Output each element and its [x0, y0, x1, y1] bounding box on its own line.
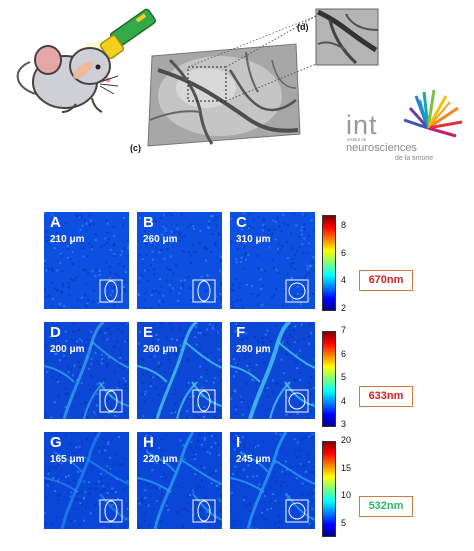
- image-panel-i: I 245 μm: [230, 432, 315, 529]
- panel-depth: 200 μm: [50, 344, 85, 355]
- colorbar-tick-label: 8: [341, 220, 347, 231]
- panel-depth: 220 μm: [143, 454, 178, 465]
- wavelength-label: 532nm: [359, 496, 413, 517]
- int-logo-icon: [403, 89, 463, 138]
- logo-institut-text: institut de: [347, 137, 367, 142]
- colorbar-tick-label: 4: [341, 395, 347, 406]
- colorbar: [322, 215, 336, 311]
- logo-timone-text: de la timone: [395, 155, 434, 162]
- colorbar-tick-label: 10: [341, 490, 352, 501]
- colorbar-tick-label: 3: [341, 419, 347, 429]
- panel-letter: E: [143, 324, 154, 341]
- colorbar-tick-label: 5: [341, 517, 347, 528]
- colorbar: [322, 441, 336, 537]
- logo-neuro-text: neurosciences: [346, 142, 417, 154]
- panel-depth: 280 μm: [236, 344, 271, 355]
- panel-letter: I: [236, 434, 241, 451]
- panel-letter: D: [50, 324, 61, 341]
- label-d: (d): [297, 22, 309, 32]
- image-panel-h: H 220 μm: [137, 432, 222, 529]
- colorbar-tick-label: 20: [341, 435, 352, 445]
- panel-depth: 260 μm: [143, 344, 178, 355]
- label-c: (c): [130, 143, 141, 153]
- image-panel-e: E 260 μm: [137, 322, 222, 419]
- top-illustration: [16, 8, 463, 147]
- panel-letter: G: [50, 434, 62, 451]
- colorbar-tick-label: 7: [341, 325, 347, 335]
- colorbar-tick-label: 6: [341, 247, 347, 258]
- colorbar-tick-label: 6: [341, 348, 347, 359]
- colorbar-tick-label: 15: [341, 462, 352, 473]
- panel-depth: 260 μm: [143, 234, 178, 245]
- colorbar-tick-label: 4: [341, 275, 347, 286]
- image-panel-c: C 310 μm: [230, 212, 315, 309]
- image-panel-d: D 200 μm: [44, 322, 129, 419]
- panel-letter: B: [143, 214, 154, 231]
- panel-letter: F: [236, 324, 246, 341]
- panel-depth: 310 μm: [236, 234, 271, 245]
- panel-depth: 165 μm: [50, 454, 85, 465]
- panel-letter: H: [143, 434, 154, 451]
- logo-int-text: int: [346, 110, 378, 140]
- image-panel-a: A 210 μm: [44, 212, 129, 309]
- wavelength-label: 670nm: [359, 270, 413, 291]
- colorbar-tick-label: 2: [341, 303, 347, 313]
- image-panel-b: B 260 μm: [137, 212, 222, 309]
- cortex-photo: [147, 15, 317, 147]
- mouse-illustration: [16, 45, 119, 113]
- panel-depth: 245 μm: [236, 454, 271, 465]
- panel-depth: 210 μm: [50, 234, 85, 245]
- colorbar: [322, 331, 336, 427]
- zoom-inset: [315, 8, 379, 66]
- wavelength-label: 633nm: [359, 386, 413, 407]
- panel-letter: C: [236, 214, 247, 231]
- panel-letter: A: [50, 214, 61, 231]
- image-panel-f: F 280 μm: [230, 322, 315, 419]
- image-panel-g: G 165 μm: [44, 432, 129, 529]
- colorbar-tick-label: 5: [341, 372, 347, 382]
